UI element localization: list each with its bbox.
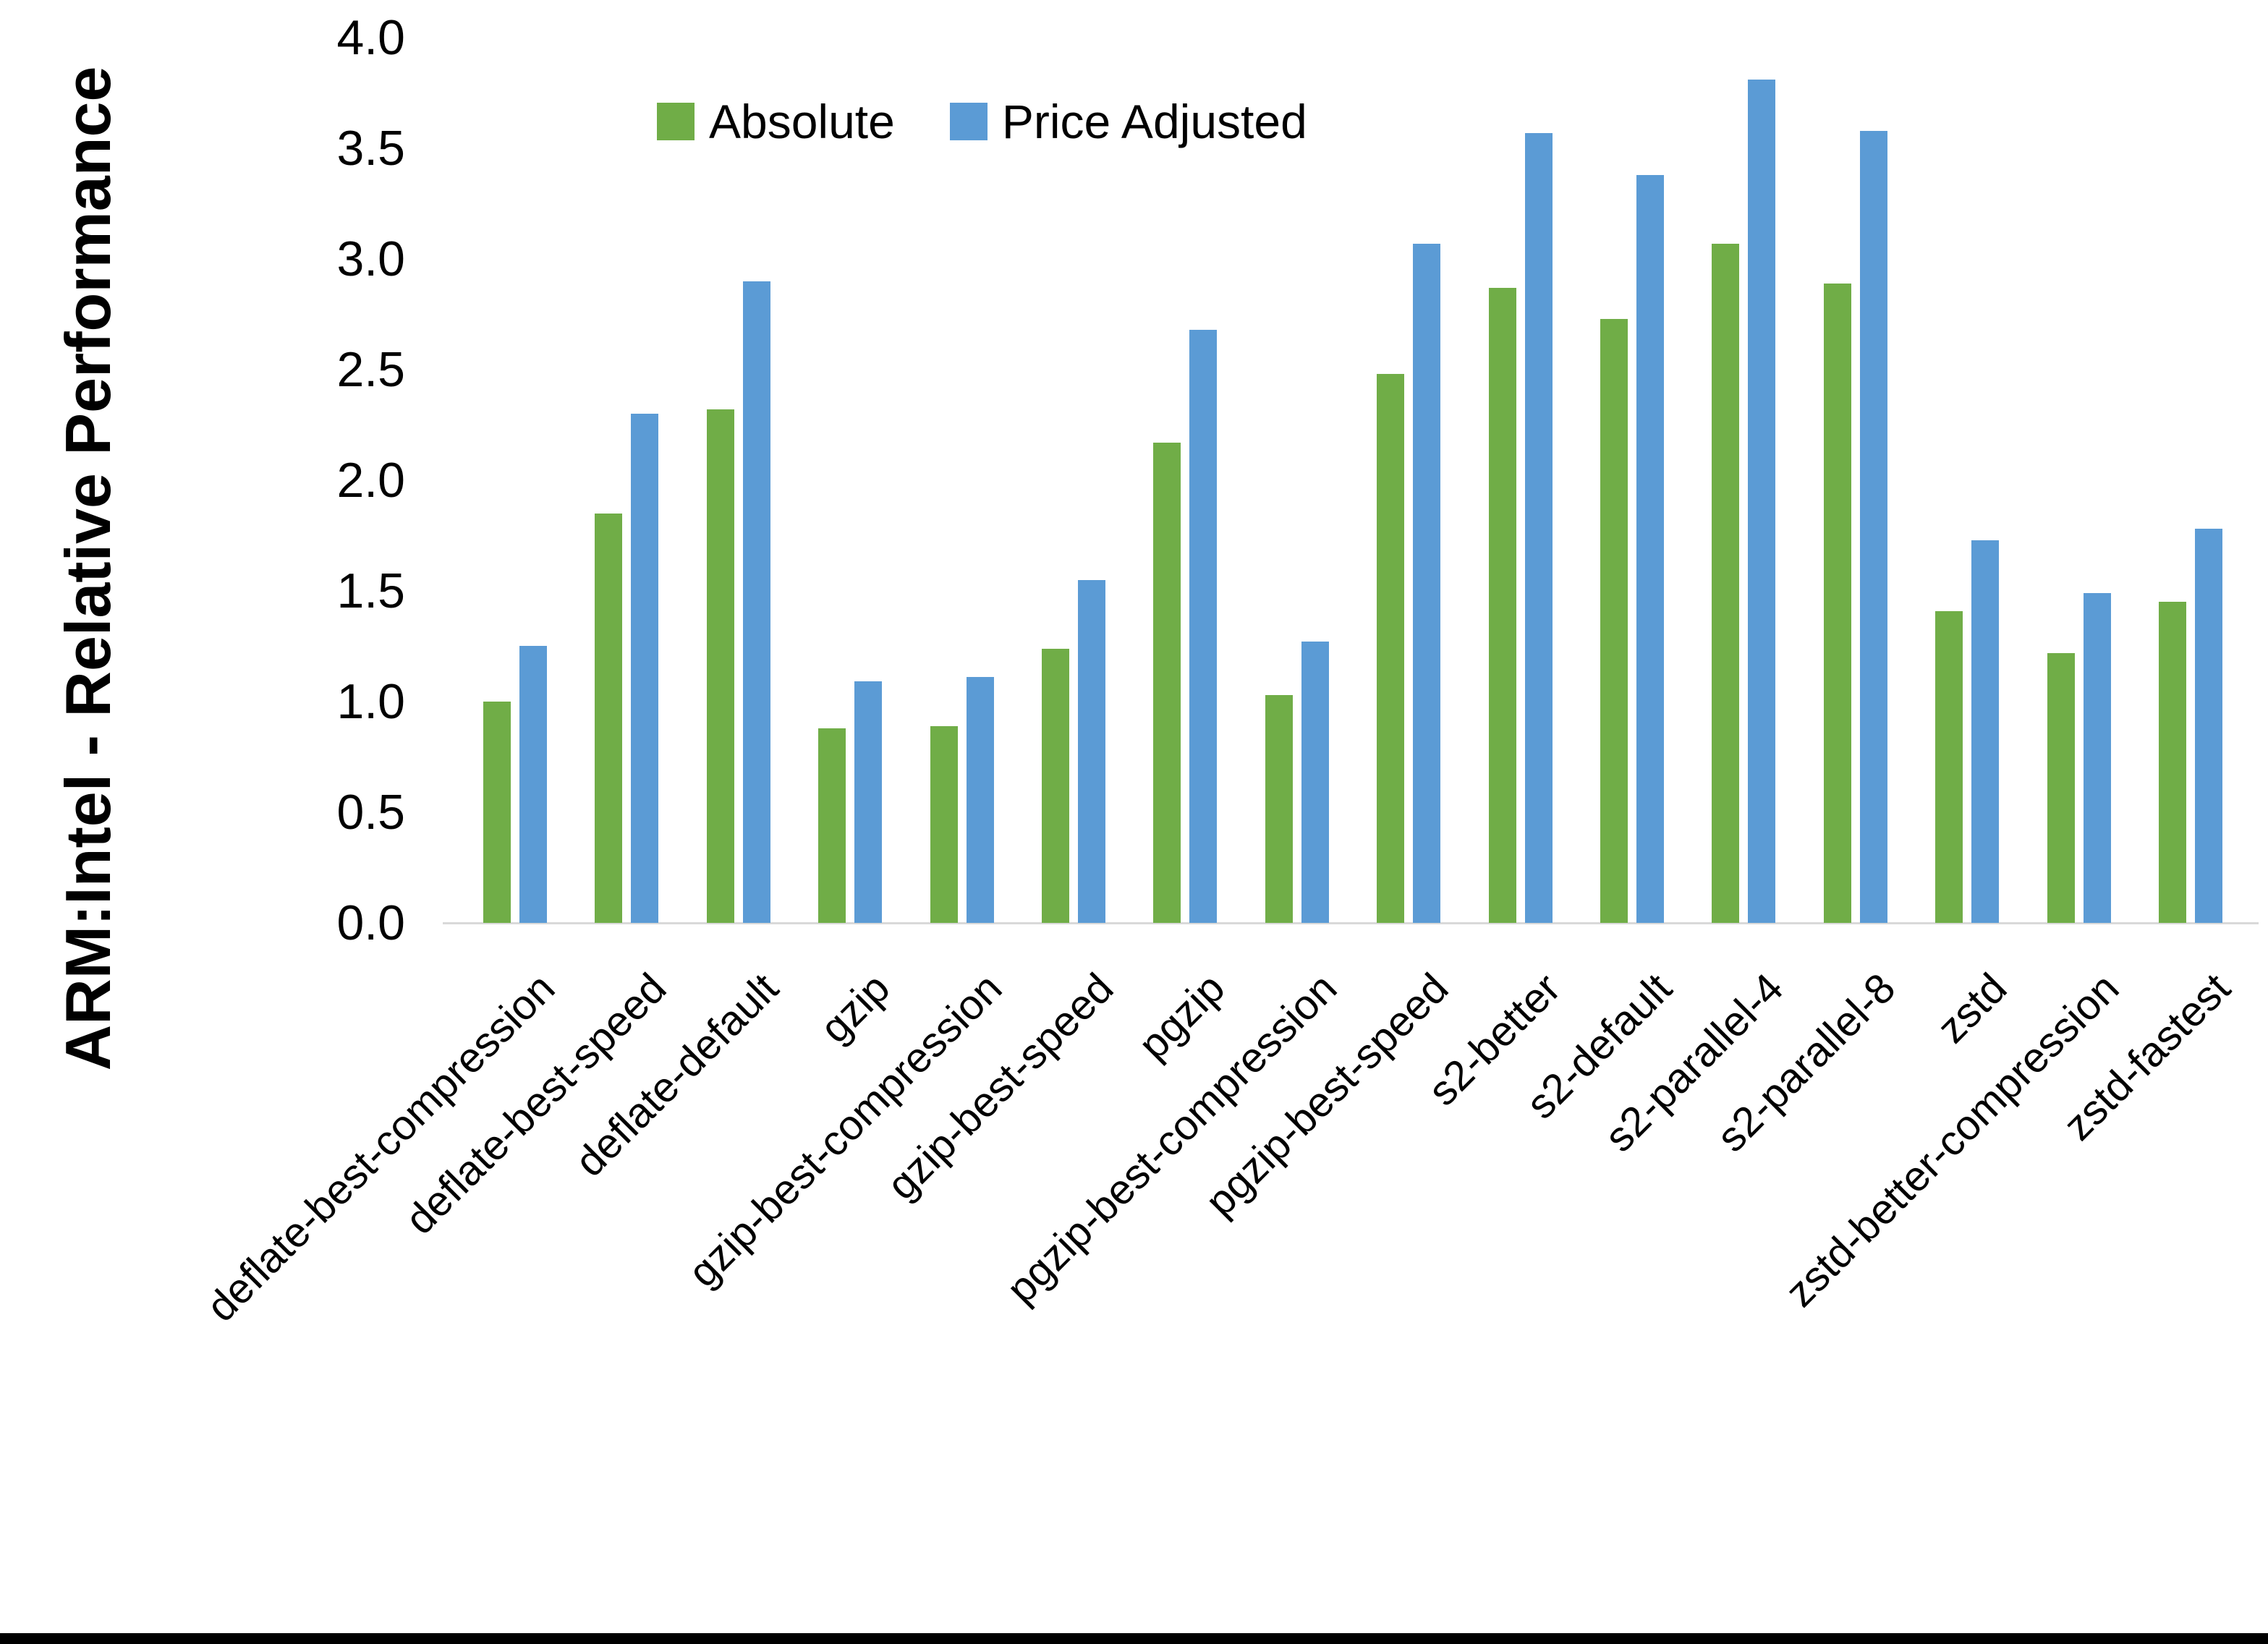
legend: Absolute Price Adjusted <box>657 94 1307 149</box>
y-axis-title: ARM:Intel - Relative Performance <box>52 66 124 1071</box>
bar-absolute-gzip <box>818 728 846 923</box>
bar-absolute-pgzip-best-speed <box>1377 374 1404 923</box>
legend-swatch-price-adjusted-icon <box>949 103 988 140</box>
bar-price-adjusted-gzip <box>854 681 882 923</box>
bar-absolute-zstd-better-compression <box>2047 653 2075 923</box>
y-tick-label-1.0: 1.0 <box>336 674 405 729</box>
legend-item-price-adjusted: Price Adjusted <box>949 94 1307 149</box>
bottom-border <box>0 1633 2268 1644</box>
bar-price-adjusted-deflate-default <box>743 281 770 923</box>
y-tick-label-2.5: 2.5 <box>336 342 405 397</box>
bar-price-adjusted-pgzip-best-compression <box>1301 642 1329 923</box>
bar-absolute-gzip-best-speed <box>1042 649 1069 923</box>
legend-swatch-absolute-icon <box>657 103 695 140</box>
bar-price-adjusted-gzip-best-speed <box>1078 580 1105 923</box>
bar-absolute-zstd <box>1935 611 1963 923</box>
bar-price-adjusted-zstd-better-compression <box>2084 593 2111 923</box>
y-tick-label-2.0: 2.0 <box>336 453 405 508</box>
bar-absolute-pgzip-best-compression <box>1265 695 1293 923</box>
legend-item-absolute: Absolute <box>657 94 895 149</box>
bar-price-adjusted-pgzip <box>1189 330 1217 923</box>
bar-price-adjusted-s2-better <box>1525 133 1553 923</box>
bar-absolute-s2-default <box>1600 319 1628 923</box>
bar-price-adjusted-s2-parallel-4 <box>1748 80 1775 923</box>
y-tick-label-0.5: 0.5 <box>336 785 405 840</box>
bar-price-adjusted-s2-default <box>1636 175 1664 923</box>
bar-price-adjusted-s2-parallel-8 <box>1860 131 1887 923</box>
bar-price-adjusted-pgzip-best-speed <box>1413 244 1440 923</box>
bar-absolute-s2-parallel-4 <box>1712 244 1739 923</box>
y-tick-label-3.5: 3.5 <box>336 121 405 176</box>
bar-absolute-deflate-best-compression <box>483 702 511 923</box>
bar-absolute-deflate-best-speed <box>595 514 622 923</box>
bar-price-adjusted-zstd <box>1971 540 1999 923</box>
bar-price-adjusted-deflate-best-compression <box>519 646 547 923</box>
bar-absolute-gzip-best-compression <box>930 726 958 923</box>
bar-absolute-deflate-default <box>707 409 734 923</box>
x-axis-baseline <box>443 922 2259 924</box>
legend-label-absolute: Absolute <box>709 95 895 148</box>
y-tick-label-3.0: 3.0 <box>336 231 405 286</box>
bar-absolute-s2-better <box>1489 288 1516 923</box>
y-tick-label-0.0: 0.0 <box>336 895 405 950</box>
bar-absolute-s2-parallel-8 <box>1824 284 1851 923</box>
y-tick-label-4.0: 4.0 <box>336 10 405 65</box>
legend-label-price-adjusted: Price Adjusted <box>1001 95 1307 148</box>
bar-price-adjusted-deflate-best-speed <box>631 414 658 923</box>
bar-absolute-zstd-fastest <box>2159 602 2186 923</box>
bar-absolute-pgzip <box>1153 443 1181 923</box>
y-tick-label-1.5: 1.5 <box>336 563 405 618</box>
bar-price-adjusted-gzip-best-compression <box>967 677 994 923</box>
bar-price-adjusted-zstd-fastest <box>2195 529 2222 923</box>
